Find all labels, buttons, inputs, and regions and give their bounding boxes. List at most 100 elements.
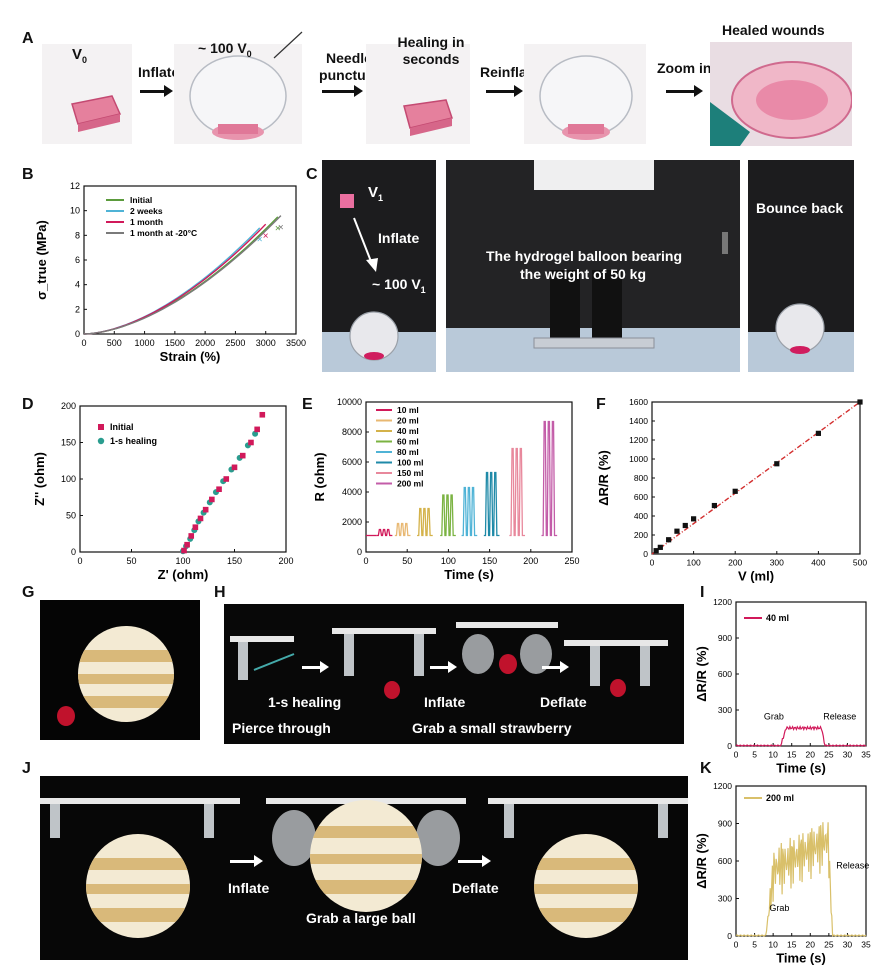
label-approx-100v0: ~ 100 V0 (198, 40, 252, 59)
data-point (815, 430, 821, 436)
annotation-grab: Grab (769, 903, 789, 913)
series-line (735, 822, 867, 938)
chart-e: 0 50 100 150 200 250 0 2000 4000 6000 8000 10000 Tim… (312, 397, 580, 582)
x-tick-label: 0 (734, 750, 739, 760)
plot-frame (651, 401, 861, 555)
photo-g (40, 600, 200, 740)
photo-hydrogel-v0 (42, 44, 132, 144)
x-tick-label: 1500 (165, 338, 185, 348)
arrow-a4 (666, 90, 696, 93)
x-tick-label: 2500 (225, 338, 245, 348)
panel-label-b: B (22, 166, 34, 183)
label-h-deflate: Deflate (540, 694, 587, 710)
arrow-h1-head (320, 661, 329, 673)
x-tick-label: 25 (824, 940, 834, 950)
data-point (857, 399, 863, 405)
arrow-h2-head (448, 661, 457, 673)
x-tick-label: 500 (107, 338, 122, 348)
y-tick-label: 4 (75, 280, 80, 290)
x-tick-label: 5 (752, 940, 757, 950)
h-gripper-illustration (230, 622, 668, 699)
label-bearing-line2: the weight of 50 kg (520, 266, 647, 282)
arrow-a1-head (164, 85, 173, 97)
x-axis-label: V (ml) (738, 569, 774, 584)
label-bounce-back: Bounce back (756, 200, 844, 216)
point-initial (259, 411, 266, 418)
data-point (657, 544, 663, 550)
break-marker-3: × (278, 222, 284, 233)
point-initial (181, 547, 187, 554)
legend-label-6: 150 ml (397, 468, 423, 478)
legend-label-1: 20 ml (397, 416, 419, 426)
arrow-a2-head (354, 85, 363, 97)
y-tick-label: 6 (75, 255, 80, 265)
series-line-2 (83, 223, 267, 335)
fit-line (651, 401, 861, 555)
y-tick-label: 150 (61, 438, 76, 448)
y-axis-label: σ_true (MPa) (34, 220, 49, 300)
y-tick-label: 50 (66, 511, 76, 521)
x-tick-label: 25 (824, 750, 834, 760)
photo-c-bearing (446, 160, 740, 372)
x-tick-label: 500 (853, 558, 867, 568)
label-j-grab: Grab a large ball (306, 910, 416, 926)
x-axis-label: Time (s) (776, 951, 826, 966)
x-tick-label: 0 (363, 556, 368, 566)
chart-i: 0 5 10 15 20 25 30 35 0 300 600 900 1200 Time (s) ΔR/R… (696, 597, 871, 776)
y-tick-label: 0 (357, 547, 362, 557)
y-tick-label: 1200 (629, 435, 648, 445)
c-inflate-illustration (322, 194, 436, 372)
point-initial (209, 496, 215, 503)
y-tick-label: 600 (718, 856, 732, 866)
plot-frame (83, 185, 297, 335)
x-axis-label: Time (s) (776, 761, 826, 776)
y-tick-label: 200 (61, 401, 76, 411)
point-initial (223, 476, 230, 482)
x-tick-label: 5 (752, 750, 757, 760)
chart-f: 0 100 200 300 400 500 0 200 400 600 800 1000 1200 140… (596, 397, 867, 584)
x-tick-label: 0 (77, 556, 82, 566)
point-healing (252, 430, 259, 437)
y-tick-label: 0 (727, 931, 732, 941)
annotation-release: Release (823, 712, 856, 722)
x-tick-label: 15 (787, 750, 797, 760)
c-bearing-illustration (446, 160, 740, 372)
point-initial (248, 439, 254, 446)
y-tick-label: 6000 (342, 457, 362, 467)
data-point (691, 516, 697, 522)
legend-label-1: 2 weeks (130, 206, 163, 216)
arrow-j2-head (482, 855, 491, 867)
reinflated-balloon-illustration (539, 55, 633, 140)
label-j-deflate: Deflate (452, 880, 499, 896)
x-tick-label: 100 (687, 558, 701, 568)
label-healing-seconds: Healing in seconds (397, 34, 465, 67)
x-tick-label: 200 (523, 556, 538, 566)
x-tick-label: 0 (81, 338, 86, 348)
panel-label-g: G (22, 584, 35, 601)
x-axis-label: Z' (ohm) (158, 567, 209, 582)
x-tick-label: 30 (843, 750, 853, 760)
y-tick-label: 12 (70, 181, 80, 191)
y-axis-label: ΔR/R (%) (596, 450, 611, 506)
label-j-inflate: Inflate (228, 880, 270, 896)
x-tick-label: 20 (806, 750, 816, 760)
needle-line (273, 31, 303, 59)
y-axis-label: ΔR/R (%) (696, 646, 709, 702)
y-tick-label: 1200 (713, 781, 732, 791)
legend-swatch-initial (98, 424, 104, 430)
label-h-grab: Grab a small strawberry (412, 720, 572, 736)
break-marker-2: × (263, 231, 269, 242)
x-tick-label: 250 (564, 556, 579, 566)
y-tick-label: 100 (61, 474, 76, 484)
label-v0: V0 (72, 46, 88, 65)
x-tick-label: 300 (770, 558, 784, 568)
y-tick-label: 600 (718, 669, 732, 679)
label-c-inflate: Inflate (378, 230, 420, 246)
photo-healed-wounds (710, 42, 852, 146)
y-axis-label: ΔR/R (%) (696, 833, 709, 889)
label-healed-wounds: Healed wounds (722, 22, 825, 38)
g-ball-strawberry-illustration (57, 626, 174, 726)
panel-label-d: D (22, 396, 34, 413)
legend-label-initial: Initial (110, 422, 134, 432)
x-tick-label: 35 (861, 940, 871, 950)
